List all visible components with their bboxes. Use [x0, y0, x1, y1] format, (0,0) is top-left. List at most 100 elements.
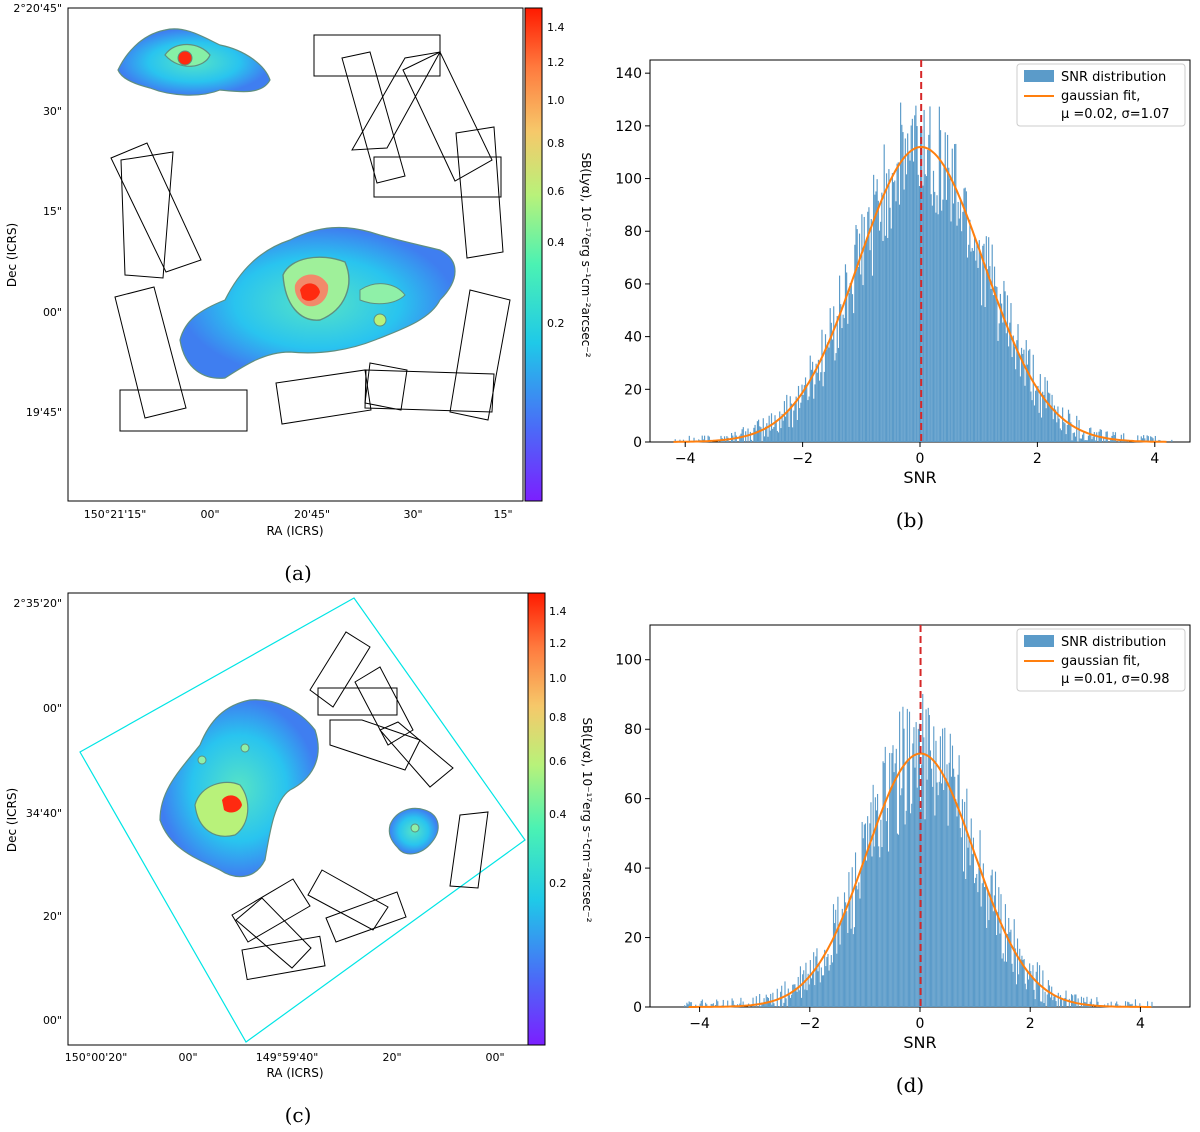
histogram-bar — [1014, 948, 1016, 1007]
histogram-bar — [1055, 409, 1057, 442]
histogram-bar — [1124, 1001, 1127, 1007]
histogram-bar — [1099, 429, 1101, 442]
histogram-bar — [829, 308, 831, 442]
histogram-bar — [802, 394, 804, 442]
histogram-bar — [1073, 1001, 1075, 1007]
histogram-bar — [1026, 364, 1028, 442]
histogram-bar — [759, 426, 761, 442]
histogram-bar — [1053, 405, 1055, 442]
histogram-bar — [1080, 438, 1082, 442]
histogram-bar — [1047, 980, 1049, 1007]
histogram-bar — [836, 953, 838, 1007]
histogram-bar — [1065, 434, 1067, 442]
histogram-bar — [1030, 971, 1032, 1007]
histogram-bar — [821, 975, 824, 1007]
histogram-bar — [947, 825, 949, 1007]
histogram-bar — [952, 203, 955, 442]
histogram-bar — [846, 911, 848, 1007]
histogram-bar — [1127, 1001, 1129, 1007]
histogram-bar — [1020, 347, 1023, 442]
histogram-bar — [880, 819, 882, 1007]
histogram-bar — [940, 783, 943, 1007]
histogram-bar — [1118, 441, 1120, 442]
panel-b-legend-hist-label: SNR distribution — [1061, 70, 1166, 85]
histogram-bar — [1131, 1003, 1133, 1007]
histogram-bar — [848, 293, 850, 442]
histogram-bar — [998, 887, 1000, 1007]
histogram-bar — [1018, 974, 1020, 1007]
panel-c-ytick: 2°35'20" — [13, 597, 62, 610]
histogram-bar — [830, 322, 832, 442]
histogram-bar — [968, 244, 970, 442]
histogram-bar — [985, 882, 987, 1007]
histogram-bar — [1060, 430, 1063, 442]
histogram-bar — [938, 781, 940, 1007]
panel-b-legend-fit-params: μ =0.02, σ=1.07 — [1061, 107, 1170, 122]
histogram-bar — [1091, 439, 1093, 442]
histogram-bar — [1016, 938, 1019, 1007]
histogram-bar — [701, 999, 703, 1007]
histogram-bar — [1080, 996, 1082, 1007]
histogram-bar — [986, 269, 989, 442]
histogram-bar — [951, 148, 953, 442]
histogram-bar — [1151, 1001, 1153, 1007]
histogram-bar — [842, 914, 844, 1007]
histogram-bar — [945, 199, 947, 442]
histogram-bar — [1057, 992, 1059, 1007]
histogram-bar — [859, 898, 861, 1007]
panel-c-cbar-tick: 1.0 — [549, 672, 567, 685]
y-tick-label: 20 — [624, 931, 642, 947]
panel-a-caption: (a) — [284, 561, 312, 585]
histogram-bar — [1069, 413, 1071, 442]
histogram-bar — [963, 188, 965, 442]
histogram-bar — [1005, 333, 1007, 442]
panel-c-ytick: 00" — [43, 1014, 62, 1027]
panel-a-ytick: 15" — [43, 205, 62, 218]
panel-c-cbar-tick: 1.4 — [549, 605, 567, 618]
panel-a-cbar-tick: 0.6 — [547, 185, 565, 198]
histogram-bar — [944, 132, 946, 442]
histogram-bar — [769, 1002, 771, 1007]
histogram-bar — [782, 420, 784, 442]
histogram-bar — [967, 847, 969, 1007]
panel-a-ytick: 19'45" — [26, 406, 62, 419]
histogram-bar — [997, 912, 999, 1007]
panel-d-caption: (d) — [896, 1073, 924, 1097]
histogram-bar — [861, 821, 863, 1007]
histogram-bar — [732, 1000, 734, 1007]
histogram-bar — [1011, 357, 1013, 442]
histogram-bar — [1033, 989, 1035, 1007]
histogram-bar — [984, 306, 986, 442]
histogram-bar — [951, 745, 954, 1007]
histogram-bar — [872, 784, 874, 1007]
histogram-bar — [914, 115, 916, 442]
histogram-bar — [862, 285, 864, 442]
histogram-bar — [897, 834, 900, 1007]
histogram-bar — [864, 823, 866, 1007]
histogram-bar — [832, 904, 835, 1007]
histogram-bar — [1035, 390, 1037, 442]
histogram-bar — [881, 847, 883, 1007]
panel-a-cbar-tick: 1.2 — [547, 56, 565, 69]
histogram-bar — [839, 944, 841, 1007]
histogram-bar — [1001, 303, 1003, 442]
y-tick-label: 40 — [624, 861, 642, 877]
histogram-bar — [789, 997, 792, 1007]
histogram-bar — [812, 973, 814, 1007]
histogram-bar — [825, 966, 827, 1007]
histogram-bar — [924, 819, 926, 1007]
histogram-bar — [917, 174, 919, 442]
histogram-bar — [1003, 280, 1005, 442]
histogram-bar — [1147, 436, 1149, 442]
histogram-bar — [716, 999, 718, 1007]
histogram-bar — [1084, 440, 1086, 442]
histogram-bar — [1012, 335, 1014, 442]
histogram-bar — [983, 886, 986, 1007]
histogram-bar — [1038, 412, 1040, 442]
histogram-bar — [804, 989, 806, 1007]
histogram-bar — [904, 138, 906, 442]
histogram-bar — [989, 266, 991, 442]
histogram-bar — [1070, 422, 1072, 442]
histogram-bar — [1044, 377, 1046, 442]
